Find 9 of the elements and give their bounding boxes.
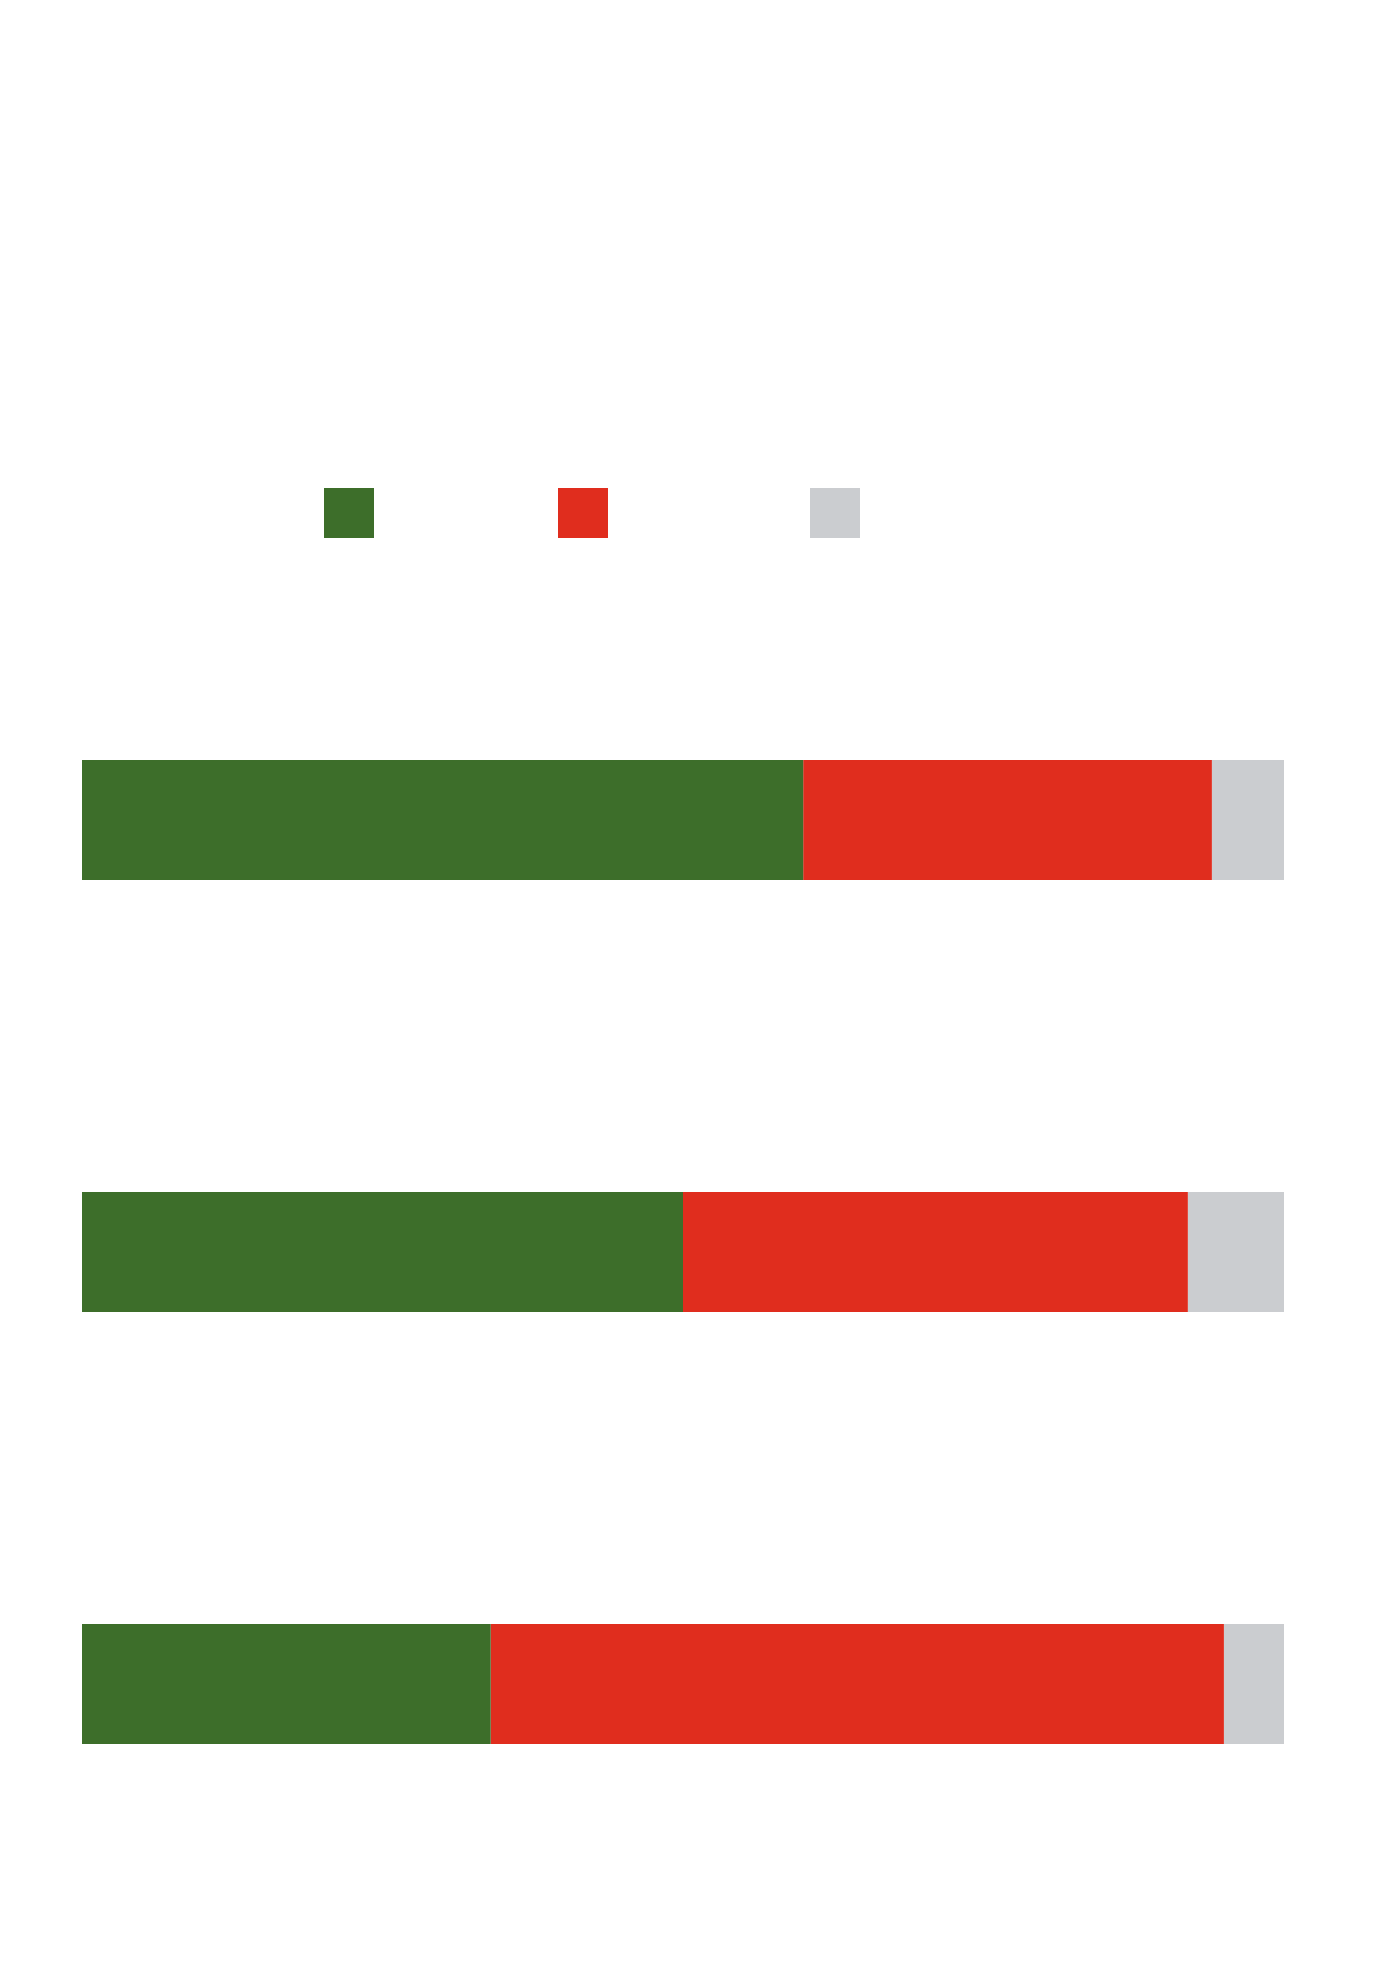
bar xyxy=(1211,760,1284,880)
bar xyxy=(490,1624,1224,1744)
bar xyxy=(683,1192,1188,1312)
bar xyxy=(82,1624,491,1744)
bar xyxy=(1187,1192,1284,1312)
bar xyxy=(82,1192,683,1312)
bar xyxy=(803,760,1212,880)
bar xyxy=(1223,1624,1284,1744)
bar xyxy=(82,760,804,880)
